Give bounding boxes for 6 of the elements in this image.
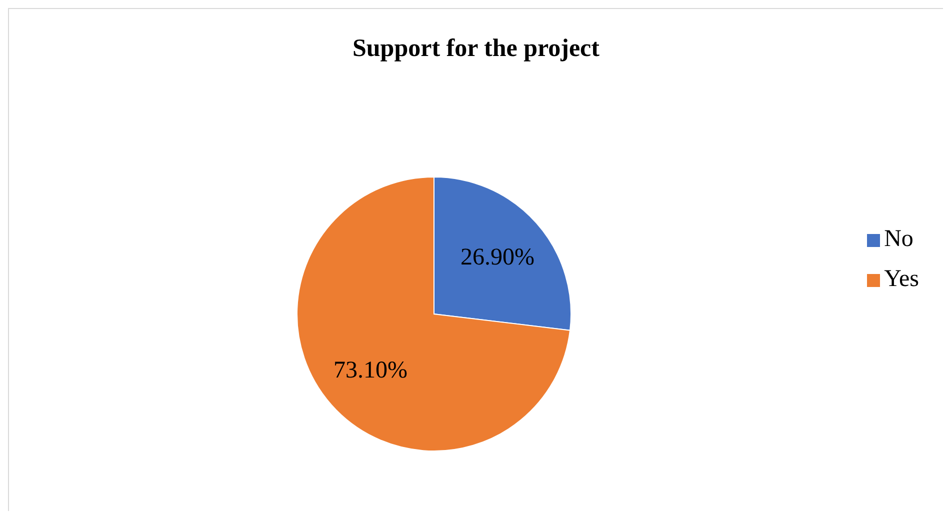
legend-label: Yes [884, 266, 919, 292]
legend-label: No [884, 226, 914, 252]
chart-title: Support for the project [352, 35, 600, 63]
data-label: 73.10% [333, 357, 408, 384]
pie-slice [296, 176, 571, 452]
data-label: 26.90% [460, 244, 535, 271]
